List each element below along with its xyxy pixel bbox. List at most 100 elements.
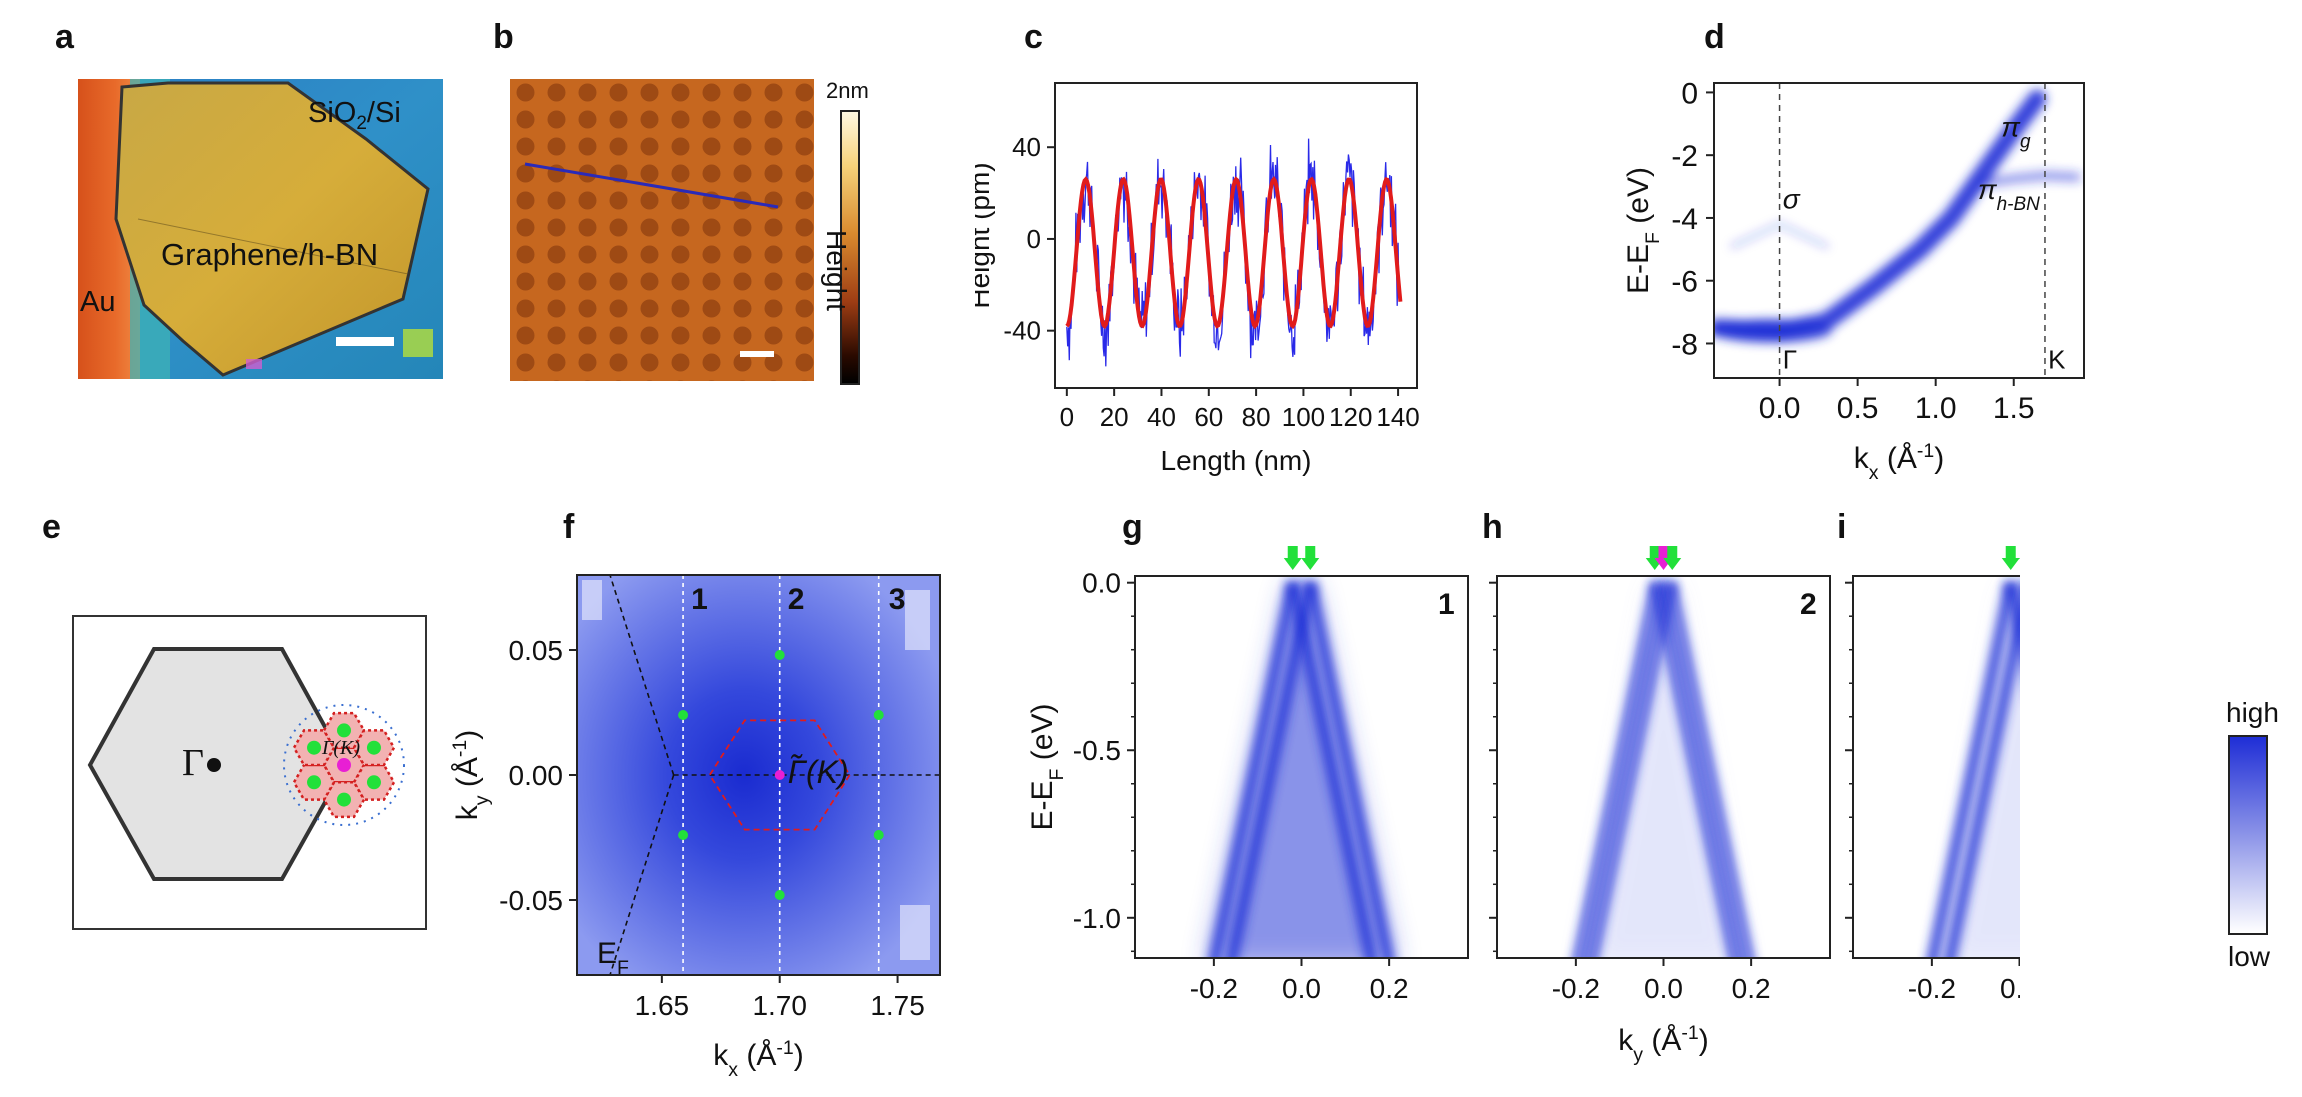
y-axis-title: E-EF (eV)	[1622, 167, 1664, 294]
dirac-band-left	[1926, 581, 2017, 958]
cut-label: 2	[788, 583, 805, 616]
pi-hbn-sub: h-BN	[1997, 194, 2041, 215]
cut-1-bands	[1572, 581, 1755, 958]
dirac-band-left	[1208, 581, 1299, 958]
dirac-band-left	[1944, 581, 2035, 958]
afm-svg	[510, 79, 814, 381]
dirac-band-left	[1572, 581, 1659, 958]
cut-0-bands	[1208, 581, 1395, 958]
dirac-band-left	[1590, 581, 1677, 958]
panel-label-d: d	[1704, 18, 1725, 56]
gamma-axis-label: Γ	[1783, 345, 1797, 375]
ef-label: EF	[597, 937, 629, 979]
dirac-band-right	[1668, 581, 1755, 958]
y-axis-title-part: y	[471, 795, 493, 805]
x-tick-label: 40	[1147, 402, 1176, 432]
x-axis-title-part: x	[728, 1059, 738, 1080]
pi-g-sub: g	[2020, 131, 2031, 152]
dirac-band-right	[1286, 581, 1377, 958]
green-point	[337, 723, 351, 738]
y-tick-label: -40	[1003, 316, 1041, 346]
x-tick-label: 1.0	[1915, 392, 1957, 425]
green-point	[678, 830, 689, 840]
x-tick-label: 80	[1242, 402, 1271, 432]
x-axis-title-part: (Å	[1643, 1024, 1681, 1057]
cut-label: 3	[889, 583, 906, 616]
panel-label-f: f	[563, 508, 575, 546]
x-axis-title-part: -1	[1917, 440, 1934, 462]
y-axis-title-part: k	[451, 804, 484, 820]
x-tick-label: 0.0	[1282, 973, 1321, 1004]
x-tick-label: 1.65	[635, 990, 690, 1021]
x-axis-title: kx (Å-1)	[1854, 440, 1944, 484]
green-point	[873, 830, 884, 840]
arpes-cuts-svg: 0.0 -0.5 -1.0 -0.2 0.0 0.2 1 -0.2 0.0 0.2 2 -0.2 0.0…	[1026, 546, 2187, 1066]
y-axis-title-part: (eV)	[1026, 704, 1059, 769]
green-point	[337, 792, 351, 807]
height-profile-svg: 0 20 40 60 80 100 120 140 40 0 -40 Length (nm) Heigh…	[964, 82, 1420, 476]
cut-label: 1	[691, 583, 708, 616]
x-tick-label: 0	[1060, 402, 1074, 432]
x-axis-title-part: k	[713, 1039, 729, 1072]
x-tick-label: 60	[1194, 402, 1223, 432]
y-axis-title: ky (Å-1)	[449, 730, 493, 820]
fermi-surface-chart: 1 2 3 Γ̃(K) EF 0.05 0.00 -0.05 1.65 1.70 1.75 kx (Å…	[440, 540, 1000, 1081]
bz-schematic-svg	[72, 615, 427, 930]
noise-patch	[905, 590, 930, 650]
cut-number: 2	[1800, 588, 1817, 621]
x-axis-title-part: )	[1934, 442, 1944, 475]
plot-frame	[1054, 82, 1418, 389]
line-profile	[524, 162, 779, 209]
dirac-band-right	[1304, 581, 1395, 958]
x-axis-title-part: (Å	[1879, 442, 1917, 475]
x-tick-label: 20	[1100, 402, 1129, 432]
x-tick-label: 120	[1329, 402, 1372, 432]
bz-boundary	[609, 774, 675, 976]
band-layer	[1714, 89, 2082, 343]
afm-image	[510, 79, 814, 381]
substrate-label: SiO2/Si	[308, 97, 401, 134]
noise-patch	[582, 580, 602, 620]
bz-boundary	[609, 574, 675, 776]
y-tick-label: -0.5	[1073, 735, 1121, 766]
green-point	[774, 650, 785, 660]
pi-hbn-main: π	[1978, 174, 1998, 205]
ef-label-part: E	[597, 937, 617, 970]
y-axis-title-part: )	[451, 730, 484, 740]
x-tick-label: 1.75	[870, 990, 925, 1021]
magenta-point	[774, 770, 785, 780]
x-axis-title-part: )	[794, 1039, 804, 1072]
optical-image: SiO2/Si Graphene/h-BN Au	[78, 79, 443, 379]
x-tick-label: 0.2	[1370, 973, 1409, 1004]
afm-colorbar-title: Height	[821, 230, 852, 311]
pi-g-main: π	[2001, 111, 2021, 142]
panel-label-c: c	[1024, 18, 1043, 56]
y-tick-label: 0	[1027, 224, 1041, 254]
y-tick-label: 0.05	[509, 635, 564, 666]
gamma-label: Γ	[182, 742, 204, 784]
ef-label-part: F	[617, 957, 629, 979]
y-axis-title-part: (eV)	[1622, 167, 1655, 232]
x-tick-label: -0.2	[1552, 973, 1600, 1004]
y-axis-title-part: E-E	[1026, 780, 1059, 830]
panel-label-g: g	[1122, 508, 1143, 546]
y-axis-title-part: F	[1046, 768, 1068, 780]
green-point	[366, 775, 381, 790]
band-pi_hBN	[1977, 170, 2082, 189]
arpes-wide-svg: 0 -2 -4 -6 -8 0.0 0.5 1.0 1.5 kx (Å-1) E-EF (eV) σ π…	[1622, 77, 2085, 484]
center-label: Γ̃(K)	[788, 754, 849, 790]
cut-number: 1	[1438, 588, 1455, 621]
arpes-wide-chart: 0 -2 -4 -6 -8 0.0 0.5 1.0 1.5 kx (Å-1) E-EF (eV) σ π…	[1620, 75, 2300, 500]
x-axis-title-part: (Å	[738, 1039, 776, 1072]
dirac-band-right	[1659, 581, 1746, 958]
x-tick-label: 0.5	[1837, 392, 1879, 425]
y-axis-title-part: -1	[449, 740, 471, 757]
green-point	[307, 775, 322, 790]
au-label: Au	[80, 286, 116, 318]
dirac-arrow	[2001, 546, 2020, 570]
x-tick-label: 100	[1282, 402, 1325, 432]
green-point	[678, 710, 689, 720]
y-tick-label: 40	[1012, 132, 1041, 162]
noise-patch	[900, 905, 930, 960]
